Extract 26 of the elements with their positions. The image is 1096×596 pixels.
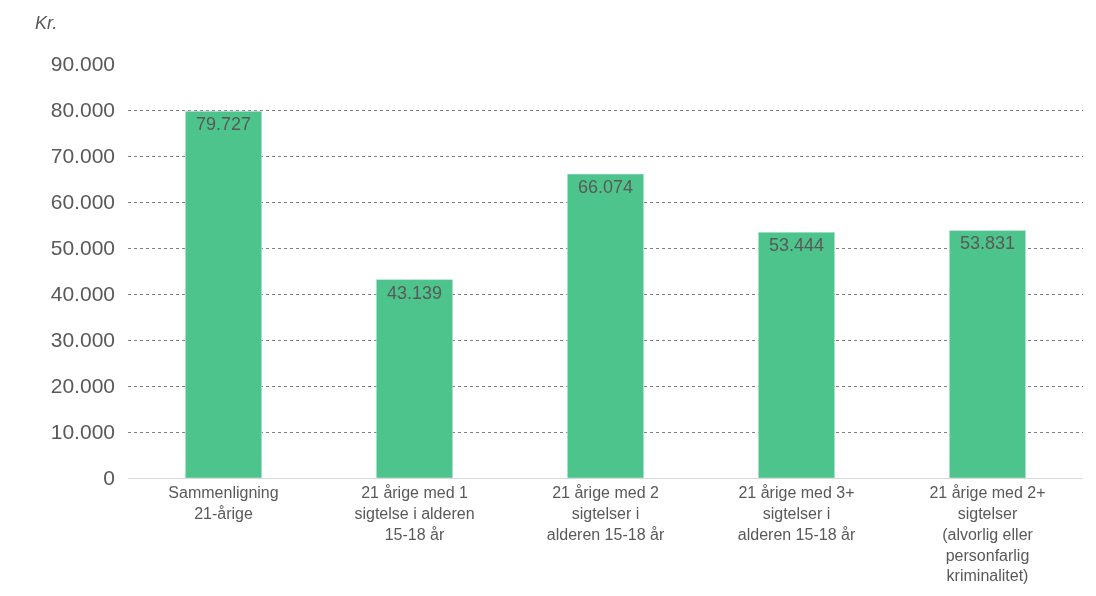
x-tick-label: 21 årige med 2+ sigtelser (alvorlig eller personfarlig kriminalitet) xyxy=(929,484,1046,585)
x-tick-label: 21 årige med 2 sigtelser i alderen 15-18 år xyxy=(546,484,665,543)
data-label: 53.444 xyxy=(768,235,825,256)
bar xyxy=(567,173,644,478)
bar xyxy=(185,111,262,478)
y-tick-label: 60.000 xyxy=(50,190,115,214)
y-tick-label: 30.000 xyxy=(50,328,115,352)
y-tick-label: 10.000 xyxy=(50,420,115,444)
data-label: 43.139 xyxy=(386,282,443,303)
y-tick-label: 40.000 xyxy=(50,282,115,306)
y-tick-label: 90.000 xyxy=(50,52,115,76)
data-label: 66.074 xyxy=(577,177,634,198)
y-tick-label: 70.000 xyxy=(50,144,115,168)
y-tick-label: 0 xyxy=(103,466,115,490)
y-tick-label: 80.000 xyxy=(50,98,115,122)
x-tick-label: 21 årige med 1 sigtelse i alderen 15-18 år xyxy=(354,484,475,543)
x-tick-label: Sammenligning 21-årige xyxy=(168,484,279,522)
y-tick-label: 20.000 xyxy=(50,374,115,398)
bar xyxy=(949,230,1026,478)
data-label: 53.831 xyxy=(959,233,1016,254)
data-label: 79.727 xyxy=(195,114,252,135)
y-axis-title: Kr. xyxy=(35,13,58,33)
x-tick-label: 21 årige med 3+ sigtelser i alderen 15-18 år xyxy=(737,484,856,543)
bar xyxy=(758,231,835,478)
bar xyxy=(376,279,453,478)
y-tick-label: 50.000 xyxy=(50,236,115,260)
